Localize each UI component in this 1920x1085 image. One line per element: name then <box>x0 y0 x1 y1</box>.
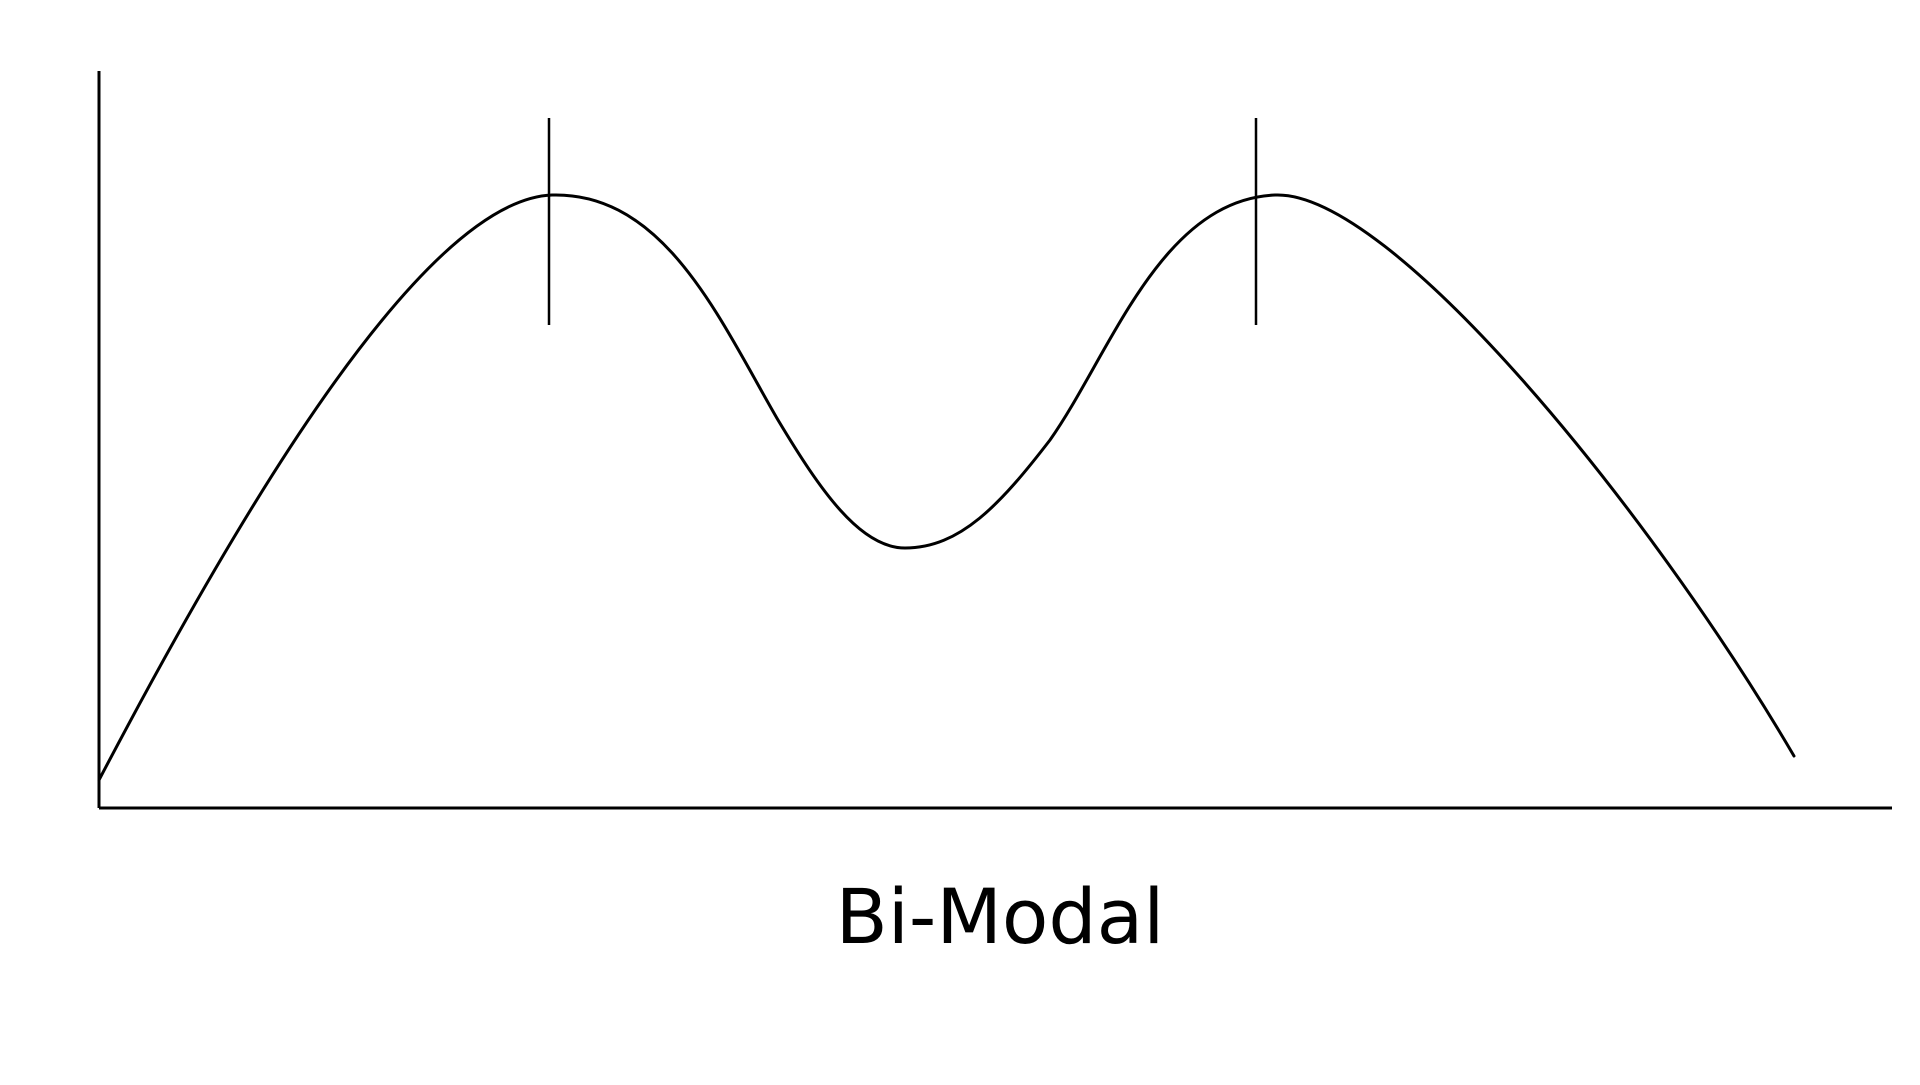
diagram-caption: Bi-Modal <box>836 872 1165 961</box>
bimodal-curve <box>97 193 1796 782</box>
